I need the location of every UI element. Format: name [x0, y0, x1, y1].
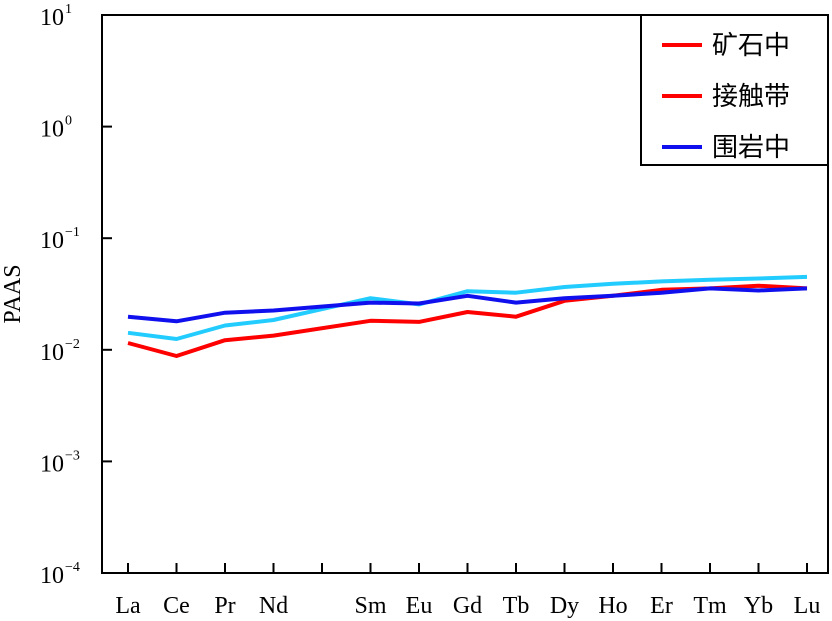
x-tick-label: Pr — [214, 593, 235, 619]
x-tick-label: Sm — [354, 593, 386, 619]
y-axis-title: PAAS — [0, 264, 26, 323]
series-line-2 — [127, 286, 808, 324]
x-tick-label: Nd — [259, 593, 288, 619]
y-tick-label-base: 10 — [40, 451, 64, 477]
y-tick-label-base: 10 — [40, 5, 64, 31]
x-tick-label: Yb — [744, 593, 773, 619]
x-tick-label: Tb — [503, 593, 530, 619]
x-tick-label: Eu — [406, 593, 433, 619]
legend-label: 矿石中 — [712, 31, 790, 61]
legend-box — [640, 14, 829, 166]
plot-frame — [101, 14, 829, 574]
x-axis: La Ce Pr Nd Sm Eu Gd Tb Dy Ho Er Tm Yb Lu — [115, 563, 820, 619]
legend-label: 围岩中 — [712, 133, 790, 163]
series-layer — [127, 274, 808, 358]
x-tick-label: Tm — [693, 593, 727, 619]
y-tick-label-exponent: −4 — [65, 560, 80, 575]
x-tick-label: Ho — [598, 593, 627, 619]
x-tick-label: Gd — [453, 593, 482, 619]
legend-label: 接触带 — [712, 82, 790, 112]
y-tick-label-exponent: 1 — [65, 2, 72, 17]
x-tick-label: Ce — [163, 593, 190, 619]
series-line-1 — [127, 274, 808, 341]
x-tick-label: Lu — [794, 593, 821, 619]
y-tick-label-base: 10 — [40, 228, 64, 254]
y-tick-label-exponent: 0 — [65, 114, 72, 129]
x-tick-label: Dy — [550, 593, 579, 619]
y-tick-label-base: 10 — [40, 563, 64, 589]
x-tick-label: Er — [650, 593, 673, 619]
y-tick-label-exponent: −3 — [65, 448, 80, 463]
y-tick-label-exponent: −1 — [65, 225, 80, 240]
y-tick-label-exponent: −2 — [65, 337, 80, 352]
y-tick-label-base: 10 — [40, 340, 64, 366]
y-tick-label-base: 10 — [40, 117, 64, 143]
x-tick-label: La — [115, 593, 141, 619]
